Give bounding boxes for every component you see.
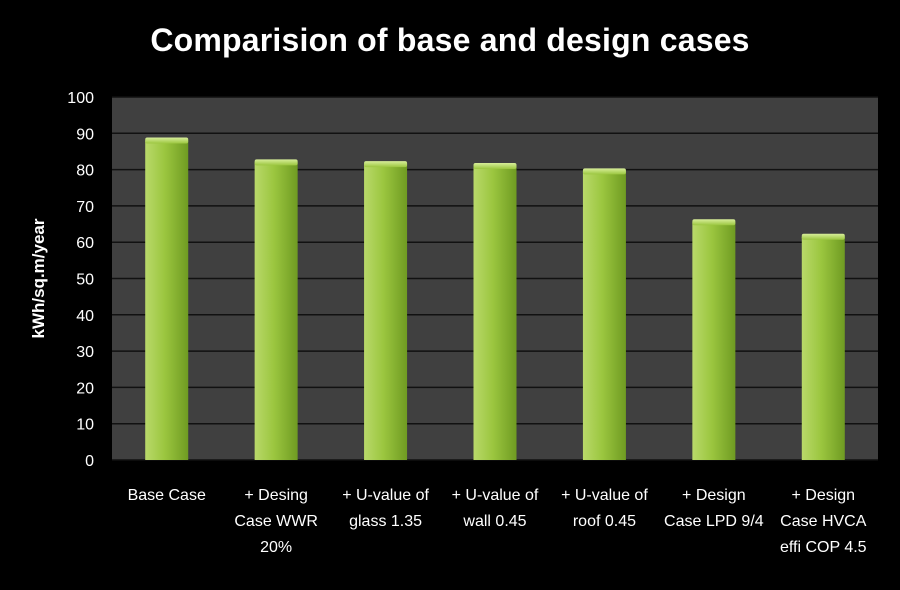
y-tick-label: 70 <box>76 199 94 216</box>
x-category-label: + Design Case LPD 9/4 <box>664 487 764 530</box>
x-category-label: + Design Case HVCA effi COP 4.5 <box>780 487 867 556</box>
y-tick-label: 80 <box>76 163 94 180</box>
bar-body <box>801 236 845 460</box>
bar-cap <box>364 161 408 168</box>
bar-body <box>692 222 736 460</box>
x-category-label: + Desing Case WWR 20% <box>234 487 318 556</box>
bar-body <box>145 140 189 460</box>
y-tick-label: 30 <box>76 344 94 361</box>
x-category-label: + U-value of wall 0.45 <box>452 487 539 530</box>
bar-cap <box>582 168 626 175</box>
x-category-label: Base Case <box>128 487 206 504</box>
bar <box>473 162 517 460</box>
y-tick-label: 20 <box>76 380 94 397</box>
bar-cap <box>801 233 845 240</box>
y-tick-label: 10 <box>76 417 94 434</box>
bar-cap <box>145 137 189 144</box>
x-axis-labels: Base Case + Desing Case WWR 20% + U-value of… <box>128 487 867 556</box>
bar-body <box>582 171 626 461</box>
bar <box>254 159 298 460</box>
bar <box>692 219 736 460</box>
bar-cap <box>254 159 298 166</box>
bar-cap <box>692 219 736 226</box>
y-axis-title: kWh/sq.m/year <box>29 218 48 338</box>
x-category-label: + U-value of roof 0.45 <box>561 487 648 530</box>
bar-cap <box>473 162 517 169</box>
bar <box>582 168 626 461</box>
bars <box>145 137 845 461</box>
bar-body <box>254 162 298 460</box>
y-axis-ticks: 0 10 20 30 40 50 60 70 80 90 100 <box>67 90 94 470</box>
y-tick-label: 60 <box>76 235 94 252</box>
x-category-label: + U-value of glass 1.35 <box>342 487 429 530</box>
y-tick-label: 90 <box>76 126 94 143</box>
bar <box>145 137 189 460</box>
bar-body <box>473 165 517 460</box>
chart-title: Comparision of base and design cases <box>150 22 750 58</box>
y-tick-label: 50 <box>76 272 94 289</box>
y-tick-label: 100 <box>67 90 94 107</box>
y-tick-label: 0 <box>85 453 94 470</box>
bar-body <box>364 164 408 460</box>
y-tick-label: 40 <box>76 308 94 325</box>
bar <box>801 233 845 460</box>
bar <box>364 161 408 460</box>
